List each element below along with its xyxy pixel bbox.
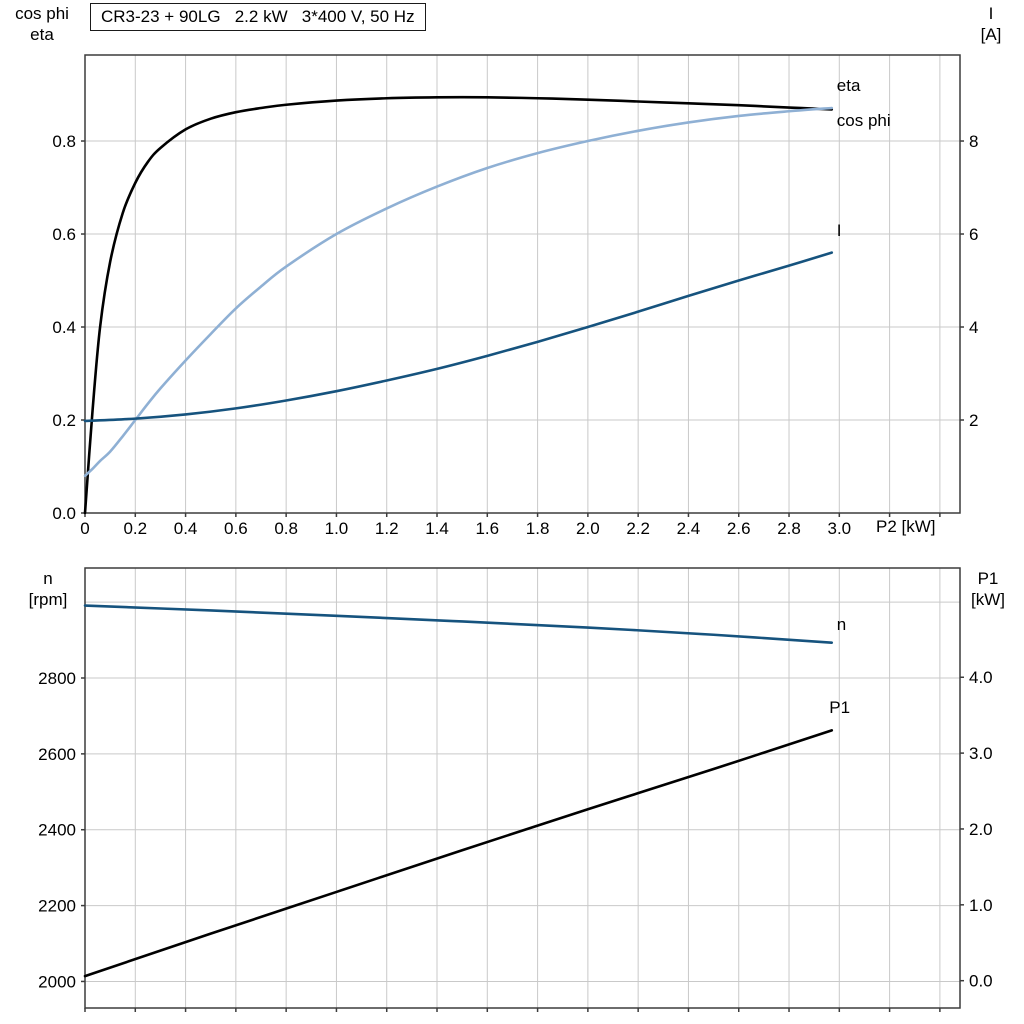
svg-text:2: 2 [969, 411, 978, 430]
curve-label-n: n [837, 615, 846, 634]
eta-axis-label: eta [30, 25, 54, 44]
svg-text:0.4: 0.4 [174, 519, 198, 538]
svg-text:1.4: 1.4 [425, 519, 449, 538]
svg-text:3.0: 3.0 [969, 744, 993, 763]
svg-text:1.8: 1.8 [526, 519, 550, 538]
kw-unit-label: [kW] [971, 590, 1005, 609]
curve-label-I: I [837, 221, 842, 240]
svg-text:0.8: 0.8 [274, 519, 298, 538]
x-axis-title: P2 [kW] [876, 517, 936, 536]
svg-text:0.6: 0.6 [52, 225, 76, 244]
svg-text:2.0: 2.0 [969, 820, 993, 839]
svg-text:2.4: 2.4 [677, 519, 701, 538]
top-chart-left-axis-title: cos phi eta [4, 3, 80, 45]
svg-text:0.6: 0.6 [224, 519, 248, 538]
svg-text:1.2: 1.2 [375, 519, 399, 538]
svg-text:4.0: 4.0 [969, 668, 993, 687]
svg-text:2.6: 2.6 [727, 519, 751, 538]
speed-axis-label: n [43, 569, 53, 588]
svg-text:0.8: 0.8 [52, 132, 76, 151]
svg-text:2800: 2800 [38, 669, 76, 688]
chart-title: CR3-23 + 90LG 2.2 kW 3*400 V, 50 Hz [90, 3, 426, 31]
svg-text:0.2: 0.2 [52, 411, 76, 430]
svg-text:6: 6 [969, 225, 978, 244]
svg-text:0: 0 [80, 519, 89, 538]
svg-text:1.6: 1.6 [475, 519, 499, 538]
svg-text:2400: 2400 [38, 821, 76, 840]
top-chart-right-axis-title: I [A] [966, 3, 1016, 45]
svg-text:1.0: 1.0 [969, 896, 993, 915]
svg-text:0.4: 0.4 [52, 318, 76, 337]
curve-eta [83, 95, 834, 515]
bottom-chart-left-axis-title: n [rpm] [16, 568, 80, 610]
curve-n [83, 604, 834, 645]
curve-label-eta: eta [837, 76, 861, 95]
svg-text:3.0: 3.0 [827, 519, 851, 538]
svg-text:4: 4 [969, 318, 978, 337]
svg-text:2200: 2200 [38, 897, 76, 916]
svg-text:2000: 2000 [38, 972, 76, 991]
ampere-unit-label: [A] [980, 25, 1002, 44]
curve-I [83, 251, 834, 423]
curve-P1 [83, 729, 834, 978]
curve-label-P1: P1 [829, 698, 850, 717]
svg-text:2.0: 2.0 [576, 519, 600, 538]
curve-label-cos-phi: cos phi [837, 111, 891, 130]
svg-text:8: 8 [969, 132, 978, 151]
cos-phi-axis-label: cos phi [15, 4, 69, 23]
svg-text:0.0: 0.0 [52, 504, 76, 523]
svg-text:1.0: 1.0 [325, 519, 349, 538]
svg-text:2600: 2600 [38, 745, 76, 764]
current-axis-label: I [988, 4, 994, 23]
svg-text:2.8: 2.8 [777, 519, 801, 538]
rpm-unit-label: [rpm] [28, 590, 68, 609]
curve-cos-phi [83, 106, 834, 478]
bottom-chart-right-axis-title: P1 [kW] [958, 568, 1018, 610]
p1-axis-label: P1 [977, 569, 999, 588]
svg-text:2.2: 2.2 [626, 519, 650, 538]
svg-text:0.0: 0.0 [969, 972, 993, 991]
svg-text:0.2: 0.2 [123, 519, 147, 538]
